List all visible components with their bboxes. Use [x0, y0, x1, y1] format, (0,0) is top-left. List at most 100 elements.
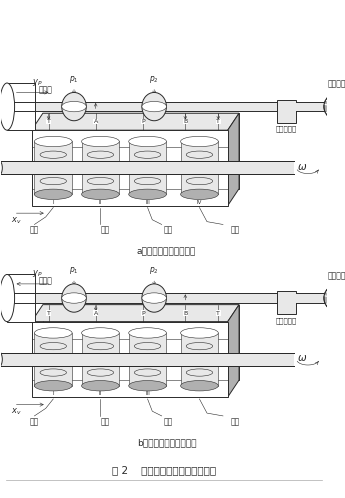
- Bar: [277, 291, 296, 314]
- Ellipse shape: [34, 380, 72, 391]
- Text: 加载对象: 加载对象: [328, 271, 345, 280]
- Text: T: T: [47, 311, 50, 316]
- Text: III: III: [145, 200, 150, 205]
- Ellipse shape: [180, 136, 218, 147]
- Text: $\omega$: $\omega$: [297, 354, 307, 364]
- Bar: [296, 293, 333, 303]
- Ellipse shape: [186, 343, 213, 350]
- Text: b）液压缸活塞向左运动: b）液压缸活塞向左运动: [137, 439, 196, 448]
- Ellipse shape: [34, 328, 72, 338]
- Text: 阀芯: 阀芯: [100, 417, 110, 426]
- Ellipse shape: [87, 369, 114, 376]
- Ellipse shape: [0, 156, 2, 180]
- Text: $p_2$: $p_2$: [149, 265, 159, 276]
- Ellipse shape: [34, 136, 72, 147]
- Text: 阀塞: 阀塞: [30, 226, 39, 235]
- Ellipse shape: [186, 151, 213, 158]
- Ellipse shape: [62, 284, 86, 312]
- Bar: [34, 141, 72, 194]
- Text: A: A: [93, 119, 98, 124]
- Text: 沟槽: 沟槽: [164, 226, 173, 235]
- Ellipse shape: [129, 136, 166, 147]
- Text: II: II: [99, 200, 102, 205]
- Ellipse shape: [87, 164, 114, 171]
- Ellipse shape: [40, 343, 67, 350]
- Bar: [9, 102, 282, 112]
- Text: 加载对象: 加载对象: [328, 80, 345, 89]
- Ellipse shape: [62, 293, 86, 303]
- Text: A: A: [93, 311, 98, 316]
- Bar: [180, 333, 218, 386]
- Ellipse shape: [129, 380, 166, 391]
- Ellipse shape: [142, 293, 166, 303]
- Bar: [7, 83, 35, 130]
- Ellipse shape: [134, 356, 161, 363]
- Bar: [0, 353, 294, 366]
- Text: $y_P$: $y_P$: [32, 268, 42, 279]
- Bar: [81, 141, 119, 194]
- Bar: [7, 274, 35, 322]
- Bar: [34, 333, 72, 386]
- Polygon shape: [228, 113, 239, 206]
- Ellipse shape: [180, 328, 218, 338]
- Text: 窗口: 窗口: [231, 226, 240, 235]
- Polygon shape: [228, 305, 239, 397]
- Bar: [0, 161, 294, 174]
- Text: $p_1$: $p_1$: [69, 265, 79, 276]
- Ellipse shape: [40, 356, 67, 363]
- Circle shape: [324, 285, 345, 311]
- Polygon shape: [32, 113, 239, 130]
- Ellipse shape: [186, 164, 213, 171]
- Text: 液压缸: 液压缸: [38, 85, 52, 94]
- Text: B: B: [183, 311, 187, 316]
- Text: T: T: [216, 311, 220, 316]
- Ellipse shape: [40, 151, 67, 158]
- Polygon shape: [32, 305, 239, 322]
- Ellipse shape: [40, 177, 67, 185]
- Ellipse shape: [62, 102, 86, 112]
- Ellipse shape: [180, 189, 218, 200]
- Ellipse shape: [129, 328, 166, 338]
- Ellipse shape: [81, 380, 119, 391]
- Ellipse shape: [134, 369, 161, 376]
- Ellipse shape: [134, 164, 161, 171]
- Ellipse shape: [87, 356, 114, 363]
- Text: 窗口: 窗口: [164, 417, 173, 426]
- Text: $p_1$: $p_1$: [69, 74, 79, 85]
- Ellipse shape: [87, 343, 114, 350]
- Ellipse shape: [0, 347, 2, 372]
- Ellipse shape: [87, 177, 114, 185]
- Ellipse shape: [40, 164, 67, 171]
- Bar: [81, 333, 119, 386]
- Text: P: P: [141, 119, 145, 124]
- Text: 载荷传感器: 载荷传感器: [276, 317, 297, 324]
- Text: 载荷传感器: 载荷传感器: [276, 125, 297, 132]
- Text: $\omega$: $\omega$: [297, 162, 307, 172]
- Text: a）液压缸活塞向右运动: a）液压缸活塞向右运动: [137, 247, 196, 256]
- Ellipse shape: [62, 93, 86, 121]
- Ellipse shape: [40, 369, 67, 376]
- Ellipse shape: [142, 284, 166, 312]
- Polygon shape: [43, 113, 239, 189]
- Text: $y_P$: $y_P$: [32, 77, 42, 88]
- Text: 沟槽: 沟槽: [231, 417, 240, 426]
- Text: T: T: [47, 119, 50, 124]
- Ellipse shape: [129, 189, 166, 200]
- Bar: [32, 130, 228, 206]
- Text: $x_v$: $x_v$: [11, 406, 21, 417]
- Ellipse shape: [87, 151, 114, 158]
- Text: 阀塞: 阀塞: [30, 417, 39, 426]
- Text: I: I: [52, 200, 54, 205]
- Bar: [277, 100, 296, 123]
- Text: III: III: [145, 391, 150, 396]
- Ellipse shape: [134, 177, 161, 185]
- Ellipse shape: [81, 136, 119, 147]
- Ellipse shape: [81, 328, 119, 338]
- Ellipse shape: [142, 102, 166, 112]
- Ellipse shape: [81, 189, 119, 200]
- Text: $p_2$: $p_2$: [149, 74, 159, 85]
- Bar: [9, 293, 282, 303]
- Text: IV: IV: [197, 200, 202, 205]
- Text: $x_v$: $x_v$: [11, 215, 21, 226]
- Text: B: B: [183, 119, 187, 124]
